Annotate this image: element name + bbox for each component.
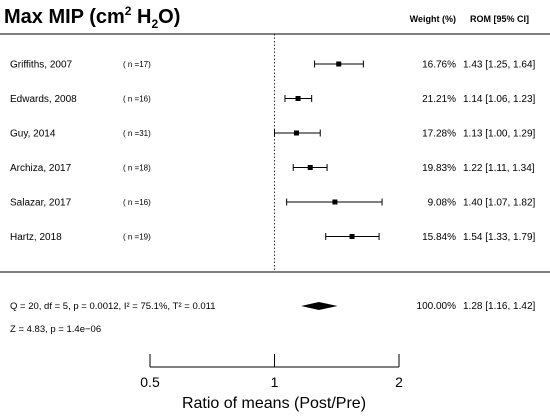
study-row: Archiza, 2017 ( n =18) 19.83% 1.22 [1.11, 1… [10, 163, 535, 174]
study-weight: 19.83% [422, 163, 456, 174]
weight-column-header: Weight (%) [410, 14, 456, 24]
study-rom-ci: 1.13 [1.00, 1.29] [463, 129, 536, 140]
study-sample-size: ( n =18) [123, 164, 151, 173]
study-row: Griffiths, 2007 ( n =17) 16.76% 1.43 [1.25,… [10, 60, 536, 71]
study-sample-size: ( n =16) [123, 95, 151, 104]
study-name: Salazar, 2017 [10, 198, 72, 209]
point-estimate-marker [349, 234, 355, 239]
study-weight: 17.28% [422, 129, 456, 140]
study-name: Archiza, 2017 [10, 163, 72, 174]
study-rom-ci: 1.22 [1.11, 1.34] [463, 163, 535, 174]
point-estimate-marker [332, 199, 338, 205]
study-name: Edwards, 2008 [10, 94, 77, 105]
study-sample-size: ( n =31) [123, 129, 151, 138]
x-tick-label: 2 [395, 374, 403, 390]
summary-diamond [301, 302, 338, 310]
overall-effect-test: Z = 4.83, p = 1.4e−06 [10, 324, 101, 335]
x-tick-label: 1 [271, 374, 279, 390]
point-estimate-marker [293, 130, 299, 136]
summary-weight: 100.00% [417, 301, 457, 312]
study-row: Guy, 2014 ( n =31) 17.28% 1.13 [1.00, 1.29] [10, 129, 536, 140]
x-tick-label: 0.5 [140, 374, 160, 390]
study-weight: 9.08% [428, 198, 456, 209]
chart-title: Max MIP (cm2 H2O) [4, 4, 180, 31]
point-estimate-marker [295, 96, 301, 101]
heterogeneity-stats: Q = 20, df = 5, p = 0.0012, I² = 75.1%, … [10, 301, 216, 312]
study-row: Salazar, 2017 ( n =16) 9.08% 1.40 [1.07, 1.… [10, 198, 536, 209]
study-row: Edwards, 2008 ( n =16) 21.21% 1.14 [1.06, 1… [10, 94, 536, 105]
study-rom-ci: 1.14 [1.06, 1.23] [463, 94, 536, 105]
study-rom-ci: 1.43 [1.25, 1.64] [463, 60, 536, 71]
point-estimate-marker [307, 165, 313, 170]
study-name: Guy, 2014 [10, 129, 56, 140]
study-name: Griffiths, 2007 [10, 60, 73, 71]
study-weight: 21.21% [422, 94, 456, 105]
x-axis: 0.5 1 2 [140, 354, 403, 390]
study-row: Hartz, 2018 ( n =19) 15.84% 1.54 [1.33, 1.7… [10, 232, 536, 243]
summary-rom-ci: 1.28 [1.16, 1.42] [463, 301, 536, 312]
study-sample-size: ( n =16) [123, 198, 151, 207]
x-axis-label: Ratio of means (Post/Pre) [182, 395, 366, 412]
study-sample-size: ( n =17) [123, 60, 151, 69]
study-sample-size: ( n =19) [123, 233, 151, 242]
study-rom-ci: 1.40 [1.07, 1.82] [463, 198, 536, 209]
study-rom-ci: 1.54 [1.33, 1.79] [463, 232, 536, 243]
study-name: Hartz, 2018 [10, 232, 62, 243]
study-weight: 15.84% [422, 232, 456, 243]
point-estimate-marker [336, 61, 342, 67]
study-rows: Griffiths, 2007 ( n =17) 16.76% 1.43 [1.25,… [10, 60, 536, 244]
summary-group [301, 302, 338, 310]
study-weight: 16.76% [422, 60, 456, 71]
rom-column-header: ROM [95% CI] [470, 14, 529, 24]
